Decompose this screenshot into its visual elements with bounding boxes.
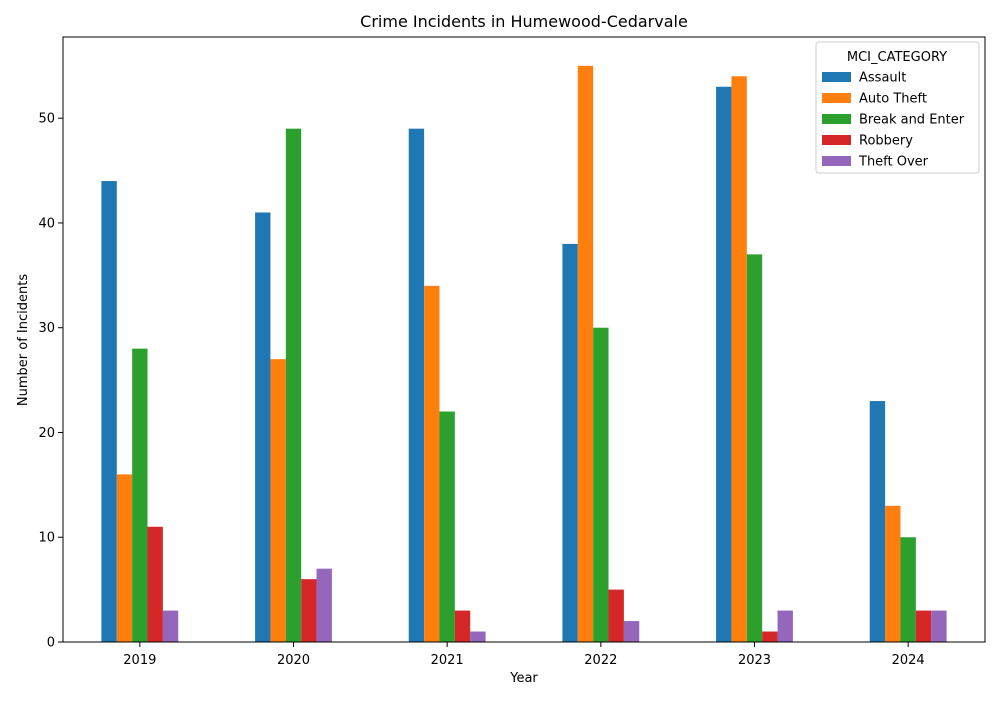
x-tick-label: 2019 <box>123 653 156 668</box>
legend-swatch <box>822 156 851 166</box>
bar-theft-over-2023 <box>777 610 793 642</box>
y-tick-label: 40 <box>38 216 55 231</box>
bar-assault-2021 <box>408 128 425 642</box>
y-tick-label: 30 <box>38 321 55 336</box>
bar-break-and-enter-2022 <box>593 327 609 642</box>
bar-assault-2019 <box>101 181 117 643</box>
legend-swatch <box>822 93 851 103</box>
bar-robbery-2020 <box>301 579 317 642</box>
x-tick-label: 2023 <box>738 653 771 668</box>
legend-label: Assault <box>859 71 906 86</box>
legend-title: MCI_CATEGORY <box>847 50 947 65</box>
y-axis-label: Number of Incidents <box>16 274 31 406</box>
bar-theft-over-2020 <box>316 568 332 642</box>
legend-label: Break and Enter <box>859 113 965 128</box>
y-tick-label: 20 <box>38 426 55 441</box>
y-axis: 0 10 20 30 40 50 <box>38 112 63 651</box>
bar-break-and-enter-2020 <box>285 128 302 642</box>
plot-frame <box>62 36 986 643</box>
x-tick-label: 2021 <box>431 653 464 668</box>
legend-swatch <box>822 114 851 124</box>
bar-robbery-2023 <box>762 631 778 642</box>
chart-title: Crime Incidents in Humewood-Cedarvale <box>360 12 688 31</box>
bar-break-and-enter-2023 <box>746 254 763 642</box>
legend-label: Auto Theft <box>859 92 927 107</box>
bar-break-and-enter-2024 <box>900 537 916 642</box>
x-tick-label: 2020 <box>277 653 310 668</box>
bar-theft-over-2022 <box>623 621 640 642</box>
y-tick-label: 50 <box>38 112 55 127</box>
bar-robbery-2022 <box>608 589 624 642</box>
bar-robbery-2021 <box>454 610 471 642</box>
legend-items: Assault Auto Theft Break and Enter Robbery T… <box>822 71 965 170</box>
bar-assault-2023 <box>716 86 732 642</box>
bar-auto-theft-2023 <box>731 76 747 643</box>
bar-theft-over-2024 <box>931 610 947 642</box>
bar-auto-theft-2020 <box>270 359 286 642</box>
bar-auto-theft-2019 <box>116 474 133 642</box>
y-tick-label: 10 <box>38 531 55 546</box>
bar-break-and-enter-2021 <box>439 411 455 642</box>
x-tick-label: 2024 <box>892 653 925 668</box>
legend-label: Theft Over <box>858 155 929 170</box>
x-tick-label: 2022 <box>584 653 617 668</box>
bar-assault-2020 <box>255 212 271 642</box>
bar-robbery-2019 <box>147 526 163 642</box>
legend-swatch <box>822 135 851 145</box>
legend-label: Robbery <box>859 134 913 149</box>
bar-robbery-2024 <box>915 610 932 642</box>
x-axis: 2019 2020 2021 2022 2023 2024 <box>123 642 925 668</box>
legend-swatch <box>822 72 851 82</box>
legend: MCI_CATEGORY Assault Auto Theft Break and … <box>815 41 980 174</box>
y-tick-label: 0 <box>47 636 55 651</box>
bar-assault-2024 <box>869 401 886 642</box>
bar-break-and-enter-2019 <box>132 348 148 642</box>
bars-group <box>101 65 947 643</box>
x-axis-label: Year <box>509 671 538 686</box>
bar-auto-theft-2022 <box>577 65 594 643</box>
bar-auto-theft-2024 <box>885 505 901 642</box>
bar-auto-theft-2021 <box>424 285 440 642</box>
bar-assault-2022 <box>562 243 578 642</box>
legend-box <box>815 41 980 174</box>
bar-theft-over-2019 <box>162 610 179 642</box>
bar-theft-over-2021 <box>470 631 486 642</box>
